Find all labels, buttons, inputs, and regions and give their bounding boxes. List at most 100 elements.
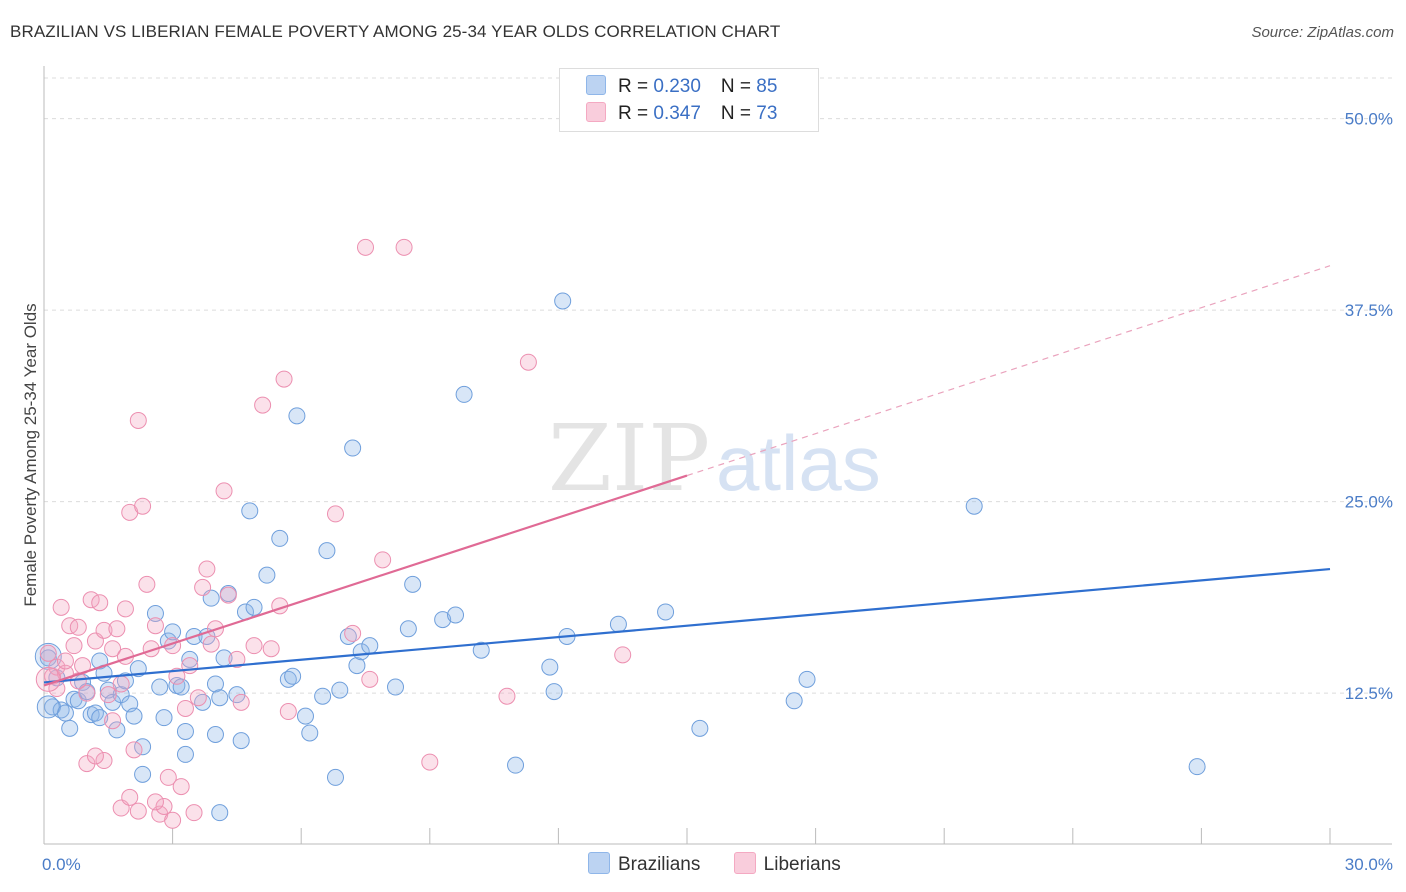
chart-title: BRAZILIAN VS LIBERIAN FEMALE POVERTY AMO…	[10, 22, 781, 41]
point-brazilian	[108, 721, 126, 739]
point-liberian	[172, 778, 190, 796]
point-liberian	[194, 578, 212, 596]
watermark-zip: ZIP	[548, 405, 710, 512]
point-brazilian	[176, 722, 194, 740]
point-brazilian	[206, 675, 224, 693]
point-brazilian	[507, 756, 525, 774]
point-brazilian	[172, 678, 190, 696]
point-brazilian	[447, 606, 465, 624]
point-brazilian	[296, 707, 314, 725]
legend-item-liberians[interactable]: Liberians	[733, 852, 841, 876]
point-liberian	[125, 741, 143, 759]
point-brazilian	[657, 603, 675, 621]
point-liberian	[245, 637, 263, 655]
axes	[43, 66, 1392, 845]
point-brazilian	[181, 650, 199, 668]
legend-row-brazilians: R = 0.230 N = 85	[586, 75, 777, 101]
point-brazilian	[284, 667, 302, 685]
point-liberian	[202, 635, 220, 653]
point-liberian	[146, 617, 164, 635]
y-axis-label: Female Poverty Among 25-34 Year Olds	[21, 303, 40, 606]
point-liberian	[189, 689, 207, 707]
point-brazilian	[348, 657, 366, 675]
point-liberian	[279, 703, 297, 721]
point-liberian	[104, 712, 122, 730]
point-brazilian	[134, 765, 152, 783]
point-liberian	[198, 560, 216, 578]
point-liberian	[262, 640, 280, 658]
point-brazilian	[125, 707, 143, 725]
point-liberian	[519, 353, 537, 371]
point-brazilian	[387, 678, 405, 696]
point-liberian	[39, 644, 57, 662]
point-brazilian	[129, 660, 147, 678]
point-brazilian	[39, 649, 57, 667]
point-brazilian	[151, 678, 169, 696]
point-brazilian	[164, 623, 182, 641]
point-liberian	[56, 652, 74, 670]
grid-lines	[44, 77, 1392, 694]
watermark: ZIP atlas	[548, 405, 881, 512]
point-brazilian	[798, 670, 816, 688]
legend-n-label: N =	[720, 76, 757, 97]
point-brazilian	[91, 709, 109, 727]
point-brazilian	[206, 726, 224, 744]
point-brazilian	[545, 683, 563, 701]
point-liberian	[326, 505, 344, 523]
point-liberian	[112, 675, 130, 693]
series-liberians	[35, 238, 632, 829]
point-brazilian	[258, 566, 276, 584]
point-brazilian	[36, 695, 60, 719]
watermark-atlas: atlas	[716, 419, 881, 507]
legend-r-value: 0.347	[653, 103, 701, 124]
y-tick-label: 25.0%	[1345, 493, 1393, 512]
legend-r-label: R =	[618, 76, 654, 97]
point-liberian	[215, 482, 233, 500]
point-brazilian	[314, 687, 332, 705]
point-liberian	[159, 768, 177, 786]
point-liberian	[78, 684, 96, 702]
point-liberian	[232, 693, 250, 711]
point-liberian	[52, 598, 70, 616]
point-liberian	[176, 699, 194, 717]
legend-swatch-blue	[588, 852, 610, 874]
point-liberian	[116, 600, 134, 618]
point-brazilian	[288, 407, 306, 425]
point-liberian	[134, 497, 152, 515]
y-tick-label: 50.0%	[1345, 110, 1393, 129]
point-brazilian	[965, 497, 983, 515]
point-liberian	[185, 804, 203, 822]
point-brazilian	[1188, 758, 1206, 776]
legend-n-label: N =	[720, 103, 757, 124]
x-tick-label: 30.0%	[1345, 855, 1393, 874]
point-liberian	[374, 551, 392, 569]
legend-label-liberians: Liberians	[763, 854, 841, 875]
point-liberian	[357, 238, 374, 256]
legend-swatch-pink	[733, 852, 756, 874]
point-liberian	[344, 624, 362, 642]
point-brazilian	[344, 439, 362, 457]
legend-row-liberians: R = 0.347 N = 73	[586, 102, 777, 128]
y-tick-label: 12.5%	[1345, 684, 1393, 703]
point-liberian	[129, 411, 147, 429]
legend-swatch-pink	[586, 102, 606, 122]
point-liberian	[99, 686, 117, 704]
legend-item-brazilians[interactable]: Brazilians	[588, 852, 700, 876]
point-brazilian	[609, 615, 627, 633]
point-brazilian	[301, 724, 319, 742]
point-brazilian	[241, 502, 259, 520]
point-liberian	[421, 753, 439, 771]
point-brazilian	[472, 641, 490, 659]
point-liberian	[86, 747, 104, 765]
point-liberian	[95, 752, 113, 770]
point-brazilian	[691, 719, 709, 737]
point-brazilian	[554, 292, 572, 310]
point-brazilian	[331, 681, 349, 699]
point-brazilian	[211, 804, 229, 822]
point-liberian	[35, 666, 61, 692]
point-liberian	[228, 650, 246, 668]
legend-r-label: R =	[618, 103, 654, 124]
point-liberian	[361, 670, 379, 688]
point-brazilian	[232, 732, 250, 750]
point-liberian	[219, 586, 237, 604]
